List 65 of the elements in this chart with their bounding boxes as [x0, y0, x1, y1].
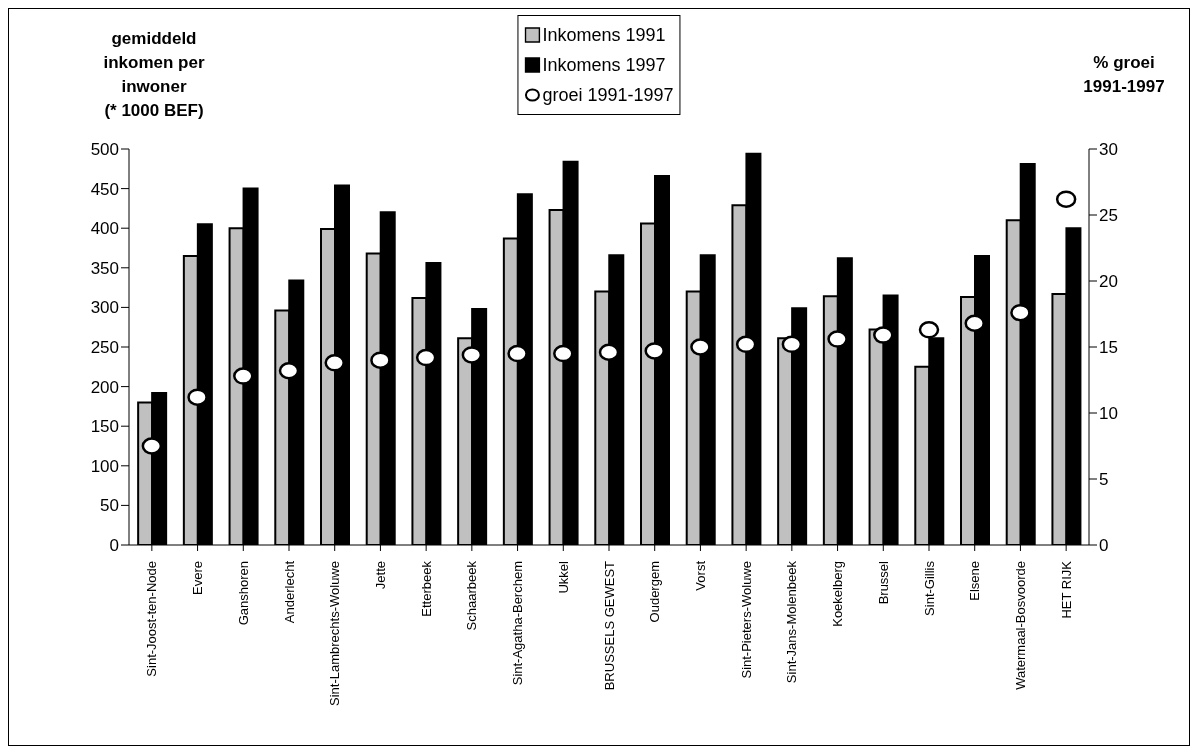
- legend-label: groei 1991-1997: [542, 84, 674, 106]
- point: [553, 344, 574, 363]
- y-tick-label: 50: [100, 496, 119, 516]
- y2-tick-label: 25: [1099, 206, 1118, 226]
- x-tick-label: Etterbeek: [418, 560, 434, 617]
- legend-label: Inkomens 1997: [542, 54, 666, 76]
- y-tick-label: 300: [90, 298, 119, 318]
- point: [278, 362, 300, 380]
- x-tick-label: HET RIJK: [1058, 560, 1074, 619]
- y-tick-label: 0: [109, 536, 119, 556]
- y-tick-label: 200: [90, 377, 119, 397]
- x-tick-label: Brussel: [875, 560, 891, 605]
- x-tick-label: Ganshoren: [235, 561, 251, 626]
- y2-tick-label: 30: [1099, 140, 1118, 160]
- x-tick-label: Koekelberg: [830, 561, 846, 627]
- point: [781, 335, 803, 354]
- y2-tick-label: 5: [1099, 470, 1109, 490]
- y-axis-title: gemiddeld inkomen per inwoner (* 1000 BEF): [102, 28, 206, 122]
- y2-tick-label: 15: [1099, 338, 1118, 358]
- x-tick-label: Sint-Pieters-Woluwe: [738, 561, 754, 679]
- x-tick-label: Elsene: [967, 561, 983, 601]
- point: [1010, 303, 1031, 322]
- x-tick-label: BRUSSELS GEWEST: [601, 560, 617, 691]
- x-tick-label: Anderlecht: [281, 560, 297, 624]
- point: [827, 330, 848, 348]
- point: [324, 354, 345, 372]
- point: [461, 346, 483, 364]
- point: [233, 367, 254, 385]
- y-tick-label: 150: [90, 417, 119, 437]
- y2-tick-label: 0: [1099, 536, 1109, 556]
- x-tick-label: Oudergem: [647, 561, 663, 623]
- point: [187, 388, 208, 406]
- x-tick-label: Sint-Agatha-Berchem: [510, 561, 526, 686]
- y2-tick-label: 20: [1099, 272, 1118, 292]
- point: [644, 342, 665, 360]
- x-tick-label: Schaarbeek: [464, 560, 480, 631]
- x-tick-label: Sint-Jans-Molenbeek: [784, 560, 800, 684]
- y-tick-label: 250: [90, 338, 119, 358]
- legend-label: Inkomens 1991: [542, 24, 666, 46]
- point: [141, 437, 163, 455]
- point: [598, 343, 620, 362]
- y2-axis-title: % groei 1991-1997: [1082, 52, 1166, 98]
- point: [918, 321, 940, 339]
- x-tick-label: Sint-Lambrechts-Woluwe: [327, 561, 343, 706]
- y-tick-label: 500: [90, 140, 119, 160]
- x-tick-label: Watermaal-Bosvoorde: [1012, 561, 1028, 690]
- point: [735, 335, 757, 354]
- x-tick-label: Evere: [190, 561, 206, 595]
- x-tick-label: Ukkel: [555, 560, 571, 594]
- y2-tick-label: 10: [1099, 404, 1118, 424]
- x-tick-label: Sint-Gillis: [921, 560, 937, 616]
- point: [415, 348, 437, 367]
- x-tick-label: Jette: [372, 561, 388, 590]
- y-tick-label: 100: [90, 456, 119, 476]
- point: [1055, 190, 1077, 208]
- point: [690, 338, 711, 356]
- point: [964, 314, 985, 332]
- y-tick-label: 450: [90, 179, 119, 199]
- y-tick-label: 350: [90, 258, 119, 278]
- point: [873, 326, 894, 344]
- y-tick-label: 400: [90, 219, 119, 239]
- x-tick-label: Sint-Joost-ten-Node: [144, 561, 160, 677]
- point: [507, 344, 528, 363]
- point: [370, 351, 391, 369]
- x-tick-label: Vorst: [692, 560, 708, 591]
